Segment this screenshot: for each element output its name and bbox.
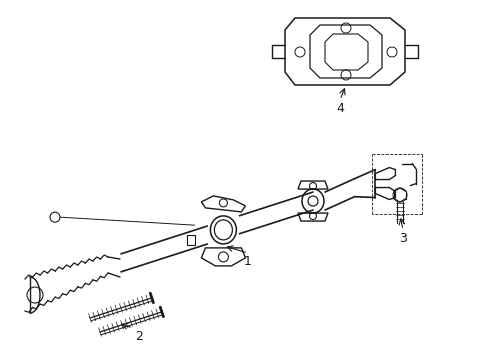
Text: 3: 3 <box>398 232 406 245</box>
Polygon shape <box>187 235 195 245</box>
Text: 2: 2 <box>135 330 142 343</box>
Text: 4: 4 <box>335 102 343 115</box>
Text: 1: 1 <box>244 255 251 268</box>
